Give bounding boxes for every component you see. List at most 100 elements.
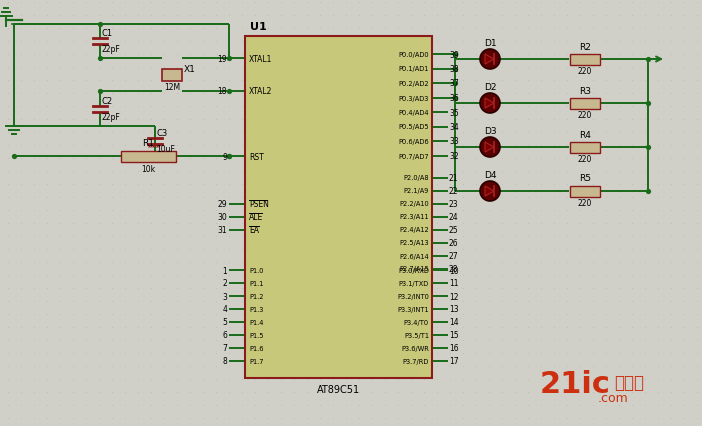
Text: P3.3/INT1: P3.3/INT1 [397, 306, 429, 312]
Text: C2: C2 [101, 96, 112, 105]
Text: 13: 13 [449, 305, 458, 314]
Text: AT89C51: AT89C51 [317, 384, 360, 394]
Text: 3: 3 [222, 292, 227, 301]
Text: P3.2/INT0: P3.2/INT0 [397, 294, 429, 299]
Text: 10uF: 10uF [156, 145, 175, 154]
Text: 21: 21 [449, 173, 458, 183]
Bar [570, 55, 600, 65]
Text: 23: 23 [449, 199, 458, 208]
Text: P1.5: P1.5 [249, 332, 263, 338]
Text: 220: 220 [578, 199, 592, 208]
Text: P1.4: P1.4 [249, 319, 263, 325]
Text: 1: 1 [223, 266, 227, 275]
Circle shape [480, 94, 500, 114]
Text: P1.7: P1.7 [249, 358, 263, 364]
Polygon shape [485, 187, 494, 196]
Bar [570, 142, 600, 153]
Text: 16: 16 [449, 344, 458, 353]
Text: 17: 17 [449, 357, 458, 366]
Polygon shape [485, 143, 494, 153]
Text: C3: C3 [156, 129, 167, 138]
Text: P3.1/TXD: P3.1/TXD [399, 280, 429, 286]
Text: P0.6/AD6: P0.6/AD6 [398, 139, 429, 145]
Text: 7: 7 [222, 344, 227, 353]
Text: X1: X1 [184, 64, 196, 73]
Text: P0.7/AD7: P0.7/AD7 [398, 153, 429, 159]
Bar [162, 69, 182, 81]
Text: 31: 31 [218, 225, 227, 234]
Text: U1: U1 [250, 22, 267, 32]
Text: 25: 25 [449, 225, 458, 234]
Text: 22pF: 22pF [101, 112, 120, 121]
Text: 22pF: 22pF [101, 45, 120, 54]
Polygon shape [485, 99, 494, 109]
Text: 38: 38 [449, 65, 458, 74]
Text: 12M: 12M [164, 82, 180, 91]
Text: C1: C1 [101, 29, 112, 38]
Text: P0.1/AD1: P0.1/AD1 [399, 66, 429, 72]
Circle shape [480, 50, 500, 70]
Text: R5: R5 [579, 174, 591, 183]
Text: P1.1: P1.1 [249, 280, 263, 286]
Text: 12: 12 [449, 292, 458, 301]
Text: P2.6/A14: P2.6/A14 [399, 253, 429, 259]
Text: 9: 9 [222, 152, 227, 161]
Text: 11: 11 [449, 279, 458, 288]
Text: R4: R4 [579, 130, 591, 139]
Text: P1.2: P1.2 [249, 294, 263, 299]
Text: 电子网: 电子网 [614, 373, 644, 391]
Polygon shape [485, 55, 494, 65]
Text: P3.7/RD: P3.7/RD [403, 358, 429, 364]
Text: XTAL1: XTAL1 [249, 55, 272, 63]
Text: 27: 27 [449, 251, 458, 260]
Text: R2: R2 [579, 43, 591, 52]
Text: P3.4/T0: P3.4/T0 [404, 319, 429, 325]
Text: R3: R3 [579, 86, 591, 95]
Text: P2.4/A12: P2.4/A12 [399, 227, 429, 233]
Text: 22: 22 [449, 187, 458, 196]
Text: P2.7/A15: P2.7/A15 [399, 266, 429, 272]
Text: P1.0: P1.0 [249, 268, 263, 273]
Text: P2.5/A13: P2.5/A13 [399, 240, 429, 246]
Text: P0.5/AD5: P0.5/AD5 [398, 124, 429, 130]
Text: P0.4/AD4: P0.4/AD4 [398, 110, 429, 116]
Text: P2.0/A8: P2.0/A8 [404, 175, 429, 181]
Text: P0.3/AD3: P0.3/AD3 [399, 95, 429, 101]
Text: D3: D3 [484, 127, 496, 136]
Text: 4: 4 [222, 305, 227, 314]
Text: 6: 6 [222, 331, 227, 340]
Text: 24: 24 [449, 213, 458, 222]
Text: 39: 39 [449, 50, 458, 59]
Bar [245, 37, 432, 378]
Text: 10: 10 [449, 266, 458, 275]
Text: 220: 220 [578, 111, 592, 120]
Text: P2.3/A11: P2.3/A11 [399, 214, 429, 220]
Text: P3.0/RXD: P3.0/RXD [398, 268, 429, 273]
Bar [570, 186, 600, 197]
Bar [121, 151, 176, 162]
Circle shape [480, 181, 500, 201]
Text: XTAL2: XTAL2 [249, 87, 272, 96]
Text: 10k: 10k [141, 164, 155, 173]
Text: 30: 30 [217, 213, 227, 222]
Text: 21ic: 21ic [540, 370, 611, 399]
Text: ALE: ALE [249, 213, 263, 222]
Text: D4: D4 [484, 170, 496, 180]
Text: 29: 29 [218, 199, 227, 208]
Text: 26: 26 [449, 239, 458, 248]
Text: P0.2/AD2: P0.2/AD2 [398, 81, 429, 87]
Text: .com: .com [598, 391, 629, 405]
Text: P3.5/T1: P3.5/T1 [404, 332, 429, 338]
Text: 220: 220 [578, 67, 592, 76]
Text: 5: 5 [222, 318, 227, 327]
Text: 2: 2 [223, 279, 227, 288]
Text: PSEN: PSEN [249, 199, 269, 208]
Text: 32: 32 [449, 152, 458, 161]
Text: 8: 8 [223, 357, 227, 366]
Text: RST: RST [249, 152, 264, 161]
Text: 36: 36 [449, 94, 458, 103]
Bar [570, 98, 600, 109]
Text: 18: 18 [218, 87, 227, 96]
Text: P0.0/AD0: P0.0/AD0 [398, 52, 429, 58]
Circle shape [480, 138, 500, 158]
